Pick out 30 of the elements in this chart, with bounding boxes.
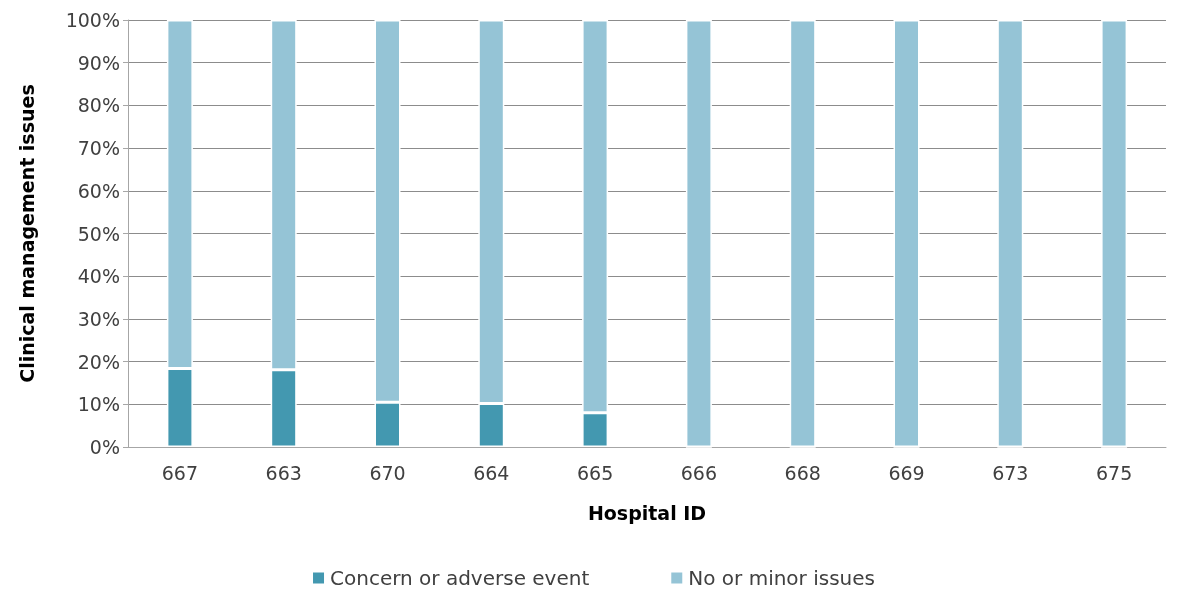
y-tick-label: 100% (65, 9, 120, 31)
y-tick-label: 10% (77, 393, 120, 416)
y-tick-label: 70% (77, 137, 120, 160)
x-tick-label: 665 (576, 461, 614, 484)
bar (685, 20, 712, 447)
y-tick-label: 50% (77, 222, 120, 245)
x-tick-label: 667 (161, 461, 199, 484)
y-tick-label: 20% (77, 350, 120, 373)
x-axis-title: Hospital ID (587, 501, 707, 524)
legend-label: No or minor issues (688, 566, 875, 590)
x-tick-label: 670 (369, 461, 406, 484)
y-tick-label: 30% (77, 307, 120, 330)
x-tick-label: 664 (473, 461, 510, 484)
y-tick-label: 90% (77, 51, 120, 74)
x-tick-label: 675 (1095, 461, 1133, 484)
x-tick-label: 669 (888, 461, 925, 484)
x-tick-label: 666 (680, 461, 718, 484)
y-axis-title: Clinical management issues (15, 84, 38, 383)
bar (789, 20, 816, 447)
x-tick-label: 673 (992, 461, 1029, 484)
bar (893, 20, 920, 447)
bar (997, 20, 1024, 447)
y-tick-label: 0% (89, 436, 120, 458)
y-tick-label: 40% (77, 265, 120, 288)
x-tick-label: 668 (784, 461, 821, 484)
x-tick-label: 663 (265, 461, 302, 484)
y-tick-label: 80% (77, 94, 120, 117)
y-tick-label: 60% (77, 179, 120, 202)
legend-label: Concern or adverse event (330, 566, 590, 590)
bar (1101, 20, 1128, 447)
